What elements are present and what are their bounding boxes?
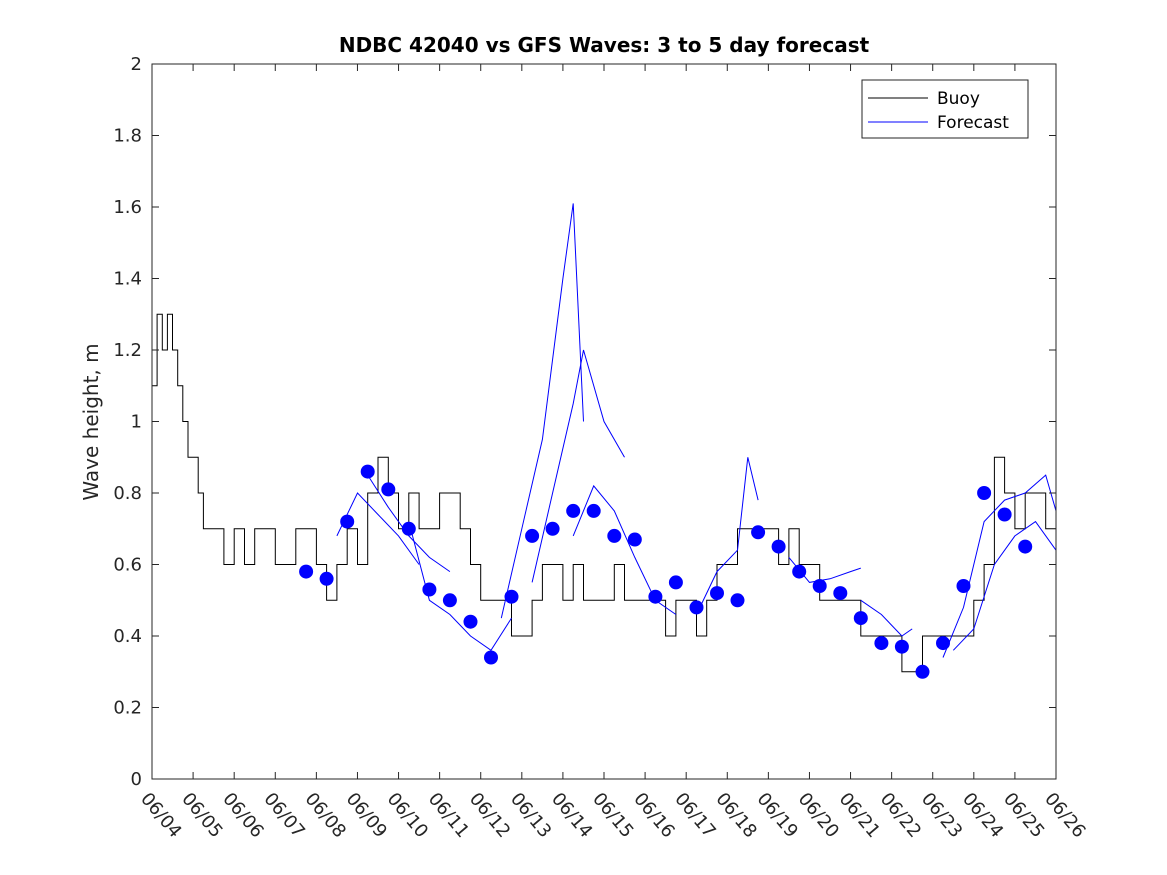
y-tick-label: 1.2 bbox=[113, 340, 142, 361]
forecast-marker bbox=[894, 639, 909, 654]
buoy-line bbox=[152, 313, 1056, 673]
forecast-marker bbox=[874, 636, 889, 651]
y-axis-ticks: 0 0.2 0.4 0.6 0.8 1 1.2 1.4 1.6 1.8 2 bbox=[113, 54, 1056, 790]
forecast-marker bbox=[566, 503, 581, 518]
forecast-marker bbox=[956, 579, 971, 593]
y-axis-label: Wave height, m bbox=[79, 343, 103, 500]
forecast-run-line bbox=[336, 492, 420, 565]
y-tick-label: 1.4 bbox=[113, 269, 142, 290]
forecast-run-line bbox=[500, 203, 584, 619]
forecast-run-line bbox=[952, 520, 1057, 651]
forecast-markers bbox=[299, 464, 1033, 679]
forecast-marker bbox=[627, 532, 642, 547]
forecast-marker bbox=[853, 611, 868, 626]
forecast-marker bbox=[751, 525, 766, 540]
forecast-marker bbox=[936, 636, 950, 651]
forecast-run-line bbox=[942, 474, 1057, 658]
legend-box bbox=[861, 79, 1029, 139]
y-tick-label: 0.8 bbox=[113, 483, 142, 504]
forecast-marker bbox=[648, 589, 663, 604]
forecast-marker bbox=[442, 593, 457, 608]
legend-forecast-label: Forecast bbox=[937, 113, 1009, 133]
y-tick-label: 0 bbox=[131, 769, 142, 790]
legend: Buoy Forecast bbox=[861, 79, 1029, 139]
forecast-marker bbox=[997, 507, 1012, 522]
forecast-marker bbox=[812, 579, 827, 593]
forecast-marker bbox=[340, 514, 355, 529]
legend-buoy-label: Buoy bbox=[937, 89, 980, 109]
y-tick-label: 1 bbox=[131, 412, 142, 433]
forecast-marker bbox=[1018, 539, 1033, 554]
forecast-marker bbox=[319, 571, 334, 586]
forecast-marker bbox=[504, 589, 519, 604]
forecast-marker bbox=[792, 564, 807, 579]
forecast-marker bbox=[381, 482, 396, 497]
forecast-marker bbox=[668, 575, 683, 590]
forecast-run-line bbox=[860, 599, 913, 637]
forecast-marker bbox=[484, 650, 498, 665]
forecast-marker bbox=[586, 503, 601, 518]
forecast-marker bbox=[730, 593, 745, 608]
forecast-marker bbox=[833, 586, 848, 601]
forecast-marker bbox=[401, 521, 416, 536]
forecast-marker bbox=[607, 528, 622, 543]
y-tick-label: 2 bbox=[131, 54, 142, 75]
forecast-run-line bbox=[696, 457, 759, 615]
y-tick-label: 1.6 bbox=[113, 197, 142, 218]
y-tick-label: 0.4 bbox=[113, 626, 142, 647]
forecast-run-line bbox=[367, 474, 451, 573]
y-tick-label: 1.8 bbox=[113, 126, 142, 147]
y-tick-label: 0.6 bbox=[113, 555, 142, 576]
chart-title: NDBC 42040 vs GFS Waves: 3 to 5 day fore… bbox=[339, 33, 870, 57]
forecast-marker bbox=[360, 464, 375, 479]
forecast-marker bbox=[422, 582, 437, 597]
buoy-series bbox=[152, 313, 1056, 673]
forecast-marker bbox=[525, 528, 540, 543]
forecast-run-line bbox=[531, 349, 625, 583]
forecast-marker bbox=[771, 539, 786, 554]
forecast-marker bbox=[977, 486, 992, 500]
forecast-marker bbox=[463, 614, 478, 629]
forecast-marker bbox=[689, 600, 704, 615]
forecast-marker bbox=[299, 564, 314, 579]
forecast-marker bbox=[545, 521, 560, 536]
forecast-marker bbox=[710, 586, 724, 601]
y-tick-label: 0.2 bbox=[113, 698, 142, 719]
forecast-marker bbox=[915, 664, 930, 679]
